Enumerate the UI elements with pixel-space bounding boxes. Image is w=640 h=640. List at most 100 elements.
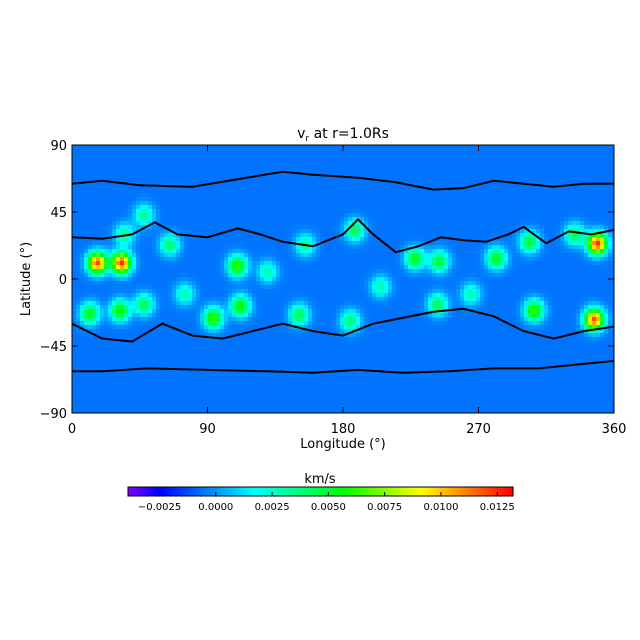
heatmap-cell — [480, 285, 485, 290]
heatmap-cell — [468, 193, 473, 198]
heatmap-cell — [160, 205, 165, 210]
heatmap-cell — [72, 161, 77, 166]
heatmap-cell — [104, 285, 109, 290]
heatmap-cell — [160, 249, 165, 254]
heatmap-cell — [456, 273, 461, 278]
heatmap-cell — [336, 257, 341, 262]
heatmap-cell — [388, 165, 393, 170]
heatmap-cell — [400, 233, 405, 238]
heatmap-cell — [100, 261, 105, 266]
heatmap-cell — [136, 221, 141, 226]
heatmap-cell — [516, 173, 521, 178]
heatmap-cell — [448, 185, 453, 190]
heatmap-cell — [384, 209, 389, 214]
heatmap-cell — [132, 289, 137, 294]
heatmap-cell — [212, 285, 217, 290]
heatmap-cell — [268, 161, 273, 166]
heatmap-cell — [104, 169, 109, 174]
heatmap-cell — [440, 205, 445, 210]
heatmap-cell — [192, 193, 197, 198]
heatmap-cell — [212, 221, 217, 226]
heatmap-cell — [492, 165, 497, 170]
heatmap-cell — [200, 225, 205, 230]
heatmap-cell — [96, 173, 101, 178]
heatmap-cell — [348, 145, 353, 150]
heatmap-cell — [592, 249, 597, 254]
heatmap-cell — [80, 177, 85, 182]
heatmap-cell — [592, 205, 597, 210]
heatmap-cell — [176, 225, 181, 230]
heatmap-cell — [144, 241, 149, 246]
heatmap-cell — [236, 289, 241, 294]
heatmap-cell — [92, 257, 97, 262]
heatmap-cell — [180, 213, 185, 218]
heatmap-cell — [268, 273, 273, 278]
heatmap-cell — [368, 181, 373, 186]
heatmap-cell — [288, 269, 293, 274]
heatmap-cell — [96, 177, 101, 182]
heatmap-cell — [316, 253, 321, 258]
heatmap-cell — [504, 273, 509, 278]
heatmap-cell — [336, 181, 341, 186]
heatmap-cell — [552, 177, 557, 182]
heatmap-cell — [80, 269, 85, 274]
heatmap-cell — [492, 281, 497, 286]
heatmap-cell — [96, 189, 101, 194]
heatmap-cell — [364, 169, 369, 174]
heatmap-cell — [508, 281, 513, 286]
heatmap-cell — [248, 165, 253, 170]
heatmap-cell — [604, 209, 609, 214]
heatmap-cell — [352, 149, 357, 154]
heatmap-cell — [228, 153, 233, 158]
heatmap-cell — [584, 241, 589, 246]
heatmap-cell — [512, 145, 517, 150]
heatmap-cell — [156, 245, 161, 250]
heatmap-cell — [572, 165, 577, 170]
heatmap-cell — [548, 233, 553, 238]
heatmap-cell — [168, 157, 173, 162]
heatmap-cell — [520, 281, 525, 286]
heatmap-cell — [424, 225, 429, 230]
heatmap-cell — [232, 225, 237, 230]
heatmap-cell — [300, 205, 305, 210]
heatmap-cell — [84, 209, 89, 214]
heatmap-cell — [296, 165, 301, 170]
heatmap-cell — [256, 269, 261, 274]
heatmap-cell — [588, 225, 593, 230]
heatmap-cell — [164, 221, 169, 226]
heatmap-cell — [364, 201, 369, 206]
heatmap-cell — [92, 153, 97, 158]
heatmap-cell — [348, 265, 353, 270]
heatmap-cell — [200, 197, 205, 202]
heatmap-cell — [316, 245, 321, 250]
heatmap-cell — [76, 213, 81, 218]
heatmap-cell — [320, 237, 325, 242]
heatmap-cell — [396, 265, 401, 270]
heatmap-cell — [280, 177, 285, 182]
heatmap-cell — [220, 253, 225, 258]
heatmap-cell — [156, 217, 161, 222]
heatmap-cell — [608, 269, 613, 274]
heatmap-cell — [124, 209, 129, 214]
heatmap-cell — [228, 237, 233, 242]
heatmap-cell — [148, 265, 153, 270]
heatmap-cell — [128, 205, 133, 210]
heatmap-cell — [532, 213, 537, 218]
heatmap-cell — [336, 225, 341, 230]
heatmap-cell — [128, 169, 133, 174]
heatmap-cell — [580, 201, 585, 206]
heatmap-cell — [560, 189, 565, 194]
heatmap-cell — [184, 197, 189, 202]
heatmap-cell — [204, 289, 209, 294]
heatmap-cell — [356, 281, 361, 286]
heatmap-cell — [84, 149, 89, 154]
heatmap-cell — [464, 193, 469, 198]
heatmap-cell — [312, 281, 317, 286]
heatmap-cell — [452, 221, 457, 226]
heatmap-cell — [200, 201, 205, 206]
heatmap-cell — [532, 189, 537, 194]
heatmap-cell — [488, 249, 493, 254]
heatmap-cell — [300, 285, 305, 290]
heatmap-cell — [224, 257, 229, 262]
heatmap-cell — [592, 197, 597, 202]
